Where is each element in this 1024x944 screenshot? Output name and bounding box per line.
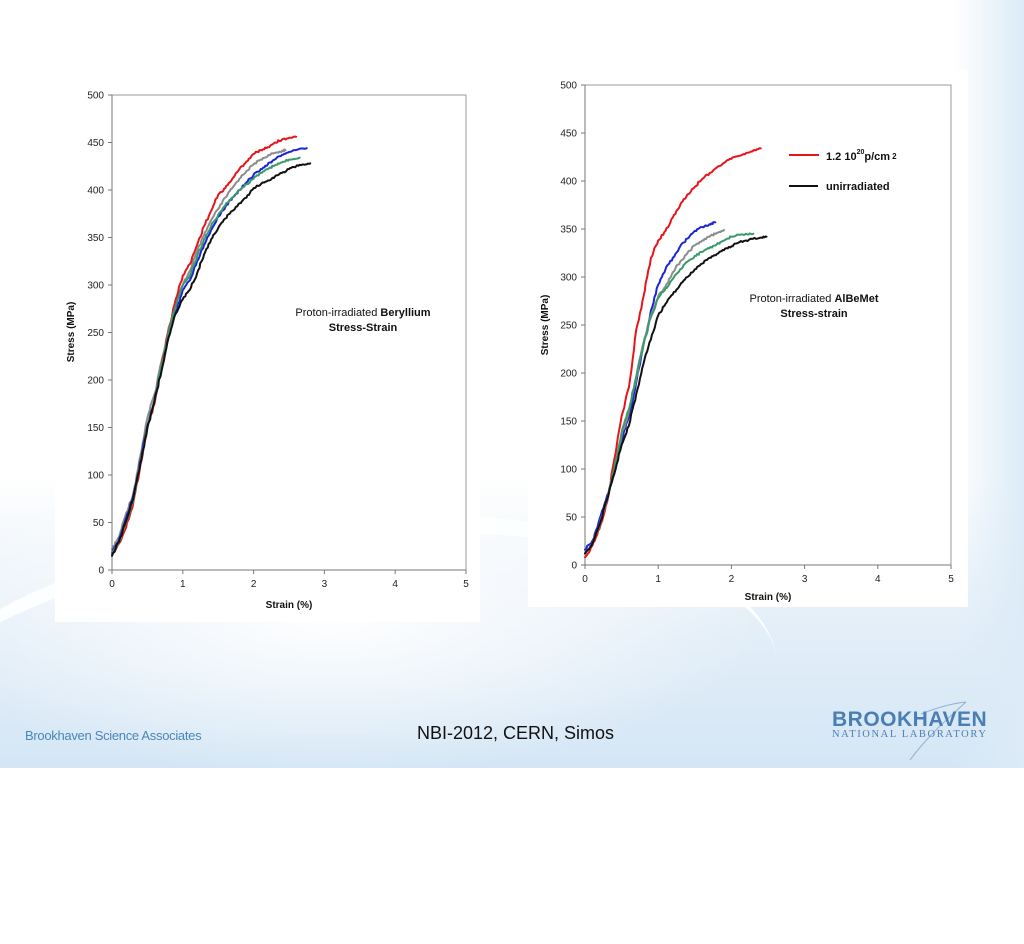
chart-beryllium: Strain (%) Stress (MPa) Proton-irradiate… xyxy=(66,91,469,612)
annotation-bold: AlBeMet xyxy=(834,293,878,305)
y-tick-label: 250 xyxy=(87,328,104,339)
x-axis-title: Strain (%) xyxy=(745,592,792,603)
y-tick-label: 50 xyxy=(566,513,578,524)
y-tick-label: 150 xyxy=(560,417,577,428)
series-line-blue xyxy=(111,147,308,554)
x-tick-label: 1 xyxy=(180,579,186,590)
series-line-gray xyxy=(111,148,287,551)
charts-svg: Strain (%) Stress (MPa) Proton-irradiate… xyxy=(66,81,954,612)
annotation-normal: Proton-irradiated xyxy=(295,307,380,319)
x-tick-label: 0 xyxy=(582,574,588,585)
logo-subtitle: NATIONAL LABORATORY xyxy=(832,729,988,740)
y-tick-label: 100 xyxy=(87,471,104,482)
y-tick-label: 0 xyxy=(571,561,577,572)
x-tick-label: 0 xyxy=(109,579,115,590)
x-tick-label: 1 xyxy=(655,574,661,585)
series-line-black xyxy=(111,162,312,557)
y-axis-title: Stress (MPa) xyxy=(66,302,77,363)
series-line-green xyxy=(584,232,755,555)
footer-citation: NBI-2012, CERN, Simos xyxy=(417,723,615,743)
series-line-red xyxy=(584,147,762,559)
x-tick-label: 4 xyxy=(875,574,881,585)
brookhaven-logo: BROOKHAVEN NATIONAL LABORATORY xyxy=(826,700,1006,760)
y-tick-label: 0 xyxy=(98,566,104,577)
x-tick-label: 2 xyxy=(729,574,735,585)
legend-label-unirradiated: unirradiated xyxy=(826,181,890,193)
y-tick-label: 200 xyxy=(87,376,104,387)
x-tick-label: 4 xyxy=(392,579,398,590)
x-axis-title: Strain (%) xyxy=(266,600,313,611)
x-tick-label: 5 xyxy=(463,579,469,590)
y-tick-label: 50 xyxy=(93,518,105,529)
series-line-blue xyxy=(584,221,717,551)
chart-annotation-line1: Proton-irradiated Beryllium xyxy=(295,307,430,319)
y-tick-label: 300 xyxy=(560,273,577,284)
chart-annotation-line2: Stress-Strain xyxy=(329,322,398,334)
y-tick-label: 100 xyxy=(560,465,577,476)
y-tick-label: 350 xyxy=(87,233,104,244)
chart-albemet: Strain (%) Stress (MPa) Proton-irradiate… xyxy=(540,81,954,604)
y-tick-label: 450 xyxy=(87,138,104,149)
y-tick-label: 400 xyxy=(560,177,577,188)
y-tick-label: 400 xyxy=(87,186,104,197)
legend: 1.2 1020p/cm 2 unirradiated xyxy=(789,149,897,193)
y-tick-label: 300 xyxy=(87,281,104,292)
x-tick-label: 5 xyxy=(948,574,954,585)
plot-area-border xyxy=(111,94,467,571)
annotation-normal: Proton-irradiated xyxy=(749,293,834,305)
y-tick-label: 500 xyxy=(87,91,104,102)
x-tick-label: 3 xyxy=(322,579,328,590)
chart-annotation-line1: Proton-irradiated AlBeMet xyxy=(749,293,878,305)
y-tick-label: 500 xyxy=(560,81,577,92)
y-axis-title: Stress (MPa) xyxy=(540,295,551,356)
legend-item-irradiated: 1.2 1020p/cm 2 xyxy=(789,149,897,163)
legend-item-unirradiated: unirradiated xyxy=(789,181,890,193)
y-tick-label: 250 xyxy=(560,321,577,332)
logo-wordmark: BROOKHAVEN xyxy=(832,708,988,731)
legend-label-irradiated: 1.2 1020p/cm 2 xyxy=(826,149,897,163)
y-tick-label: 150 xyxy=(87,423,104,434)
y-tick-label: 350 xyxy=(560,225,577,236)
y-tick-label: 200 xyxy=(560,369,577,380)
chart-panel-beryllium xyxy=(55,82,480,622)
chart-annotation-line2: Stress-strain xyxy=(780,308,848,320)
x-tick-label: 2 xyxy=(251,579,257,590)
series-line-green xyxy=(111,156,301,555)
series-line-red xyxy=(111,135,298,557)
logo-swoosh-icon xyxy=(909,701,967,760)
y-tick-label: 450 xyxy=(560,129,577,140)
annotation-bold: Beryllium xyxy=(380,307,430,319)
x-tick-label: 3 xyxy=(802,574,808,585)
footer-organization: Brookhaven Science Associates xyxy=(25,728,202,743)
series-line-black xyxy=(584,235,768,555)
